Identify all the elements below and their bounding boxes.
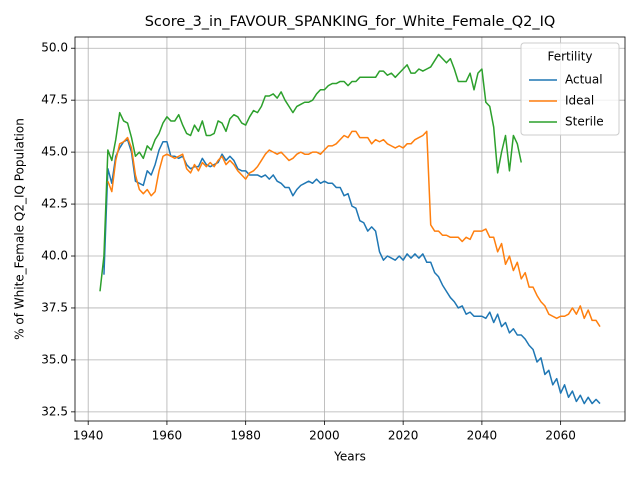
y-tick-label: 50.0 — [41, 41, 68, 55]
x-tick-label: 1960 — [152, 429, 183, 443]
y-axis-label: % of White_Female Q2_IQ Population — [13, 118, 27, 340]
y-tick-label: 32.5 — [41, 404, 68, 418]
series-line — [107, 130, 601, 328]
y-tick-label: 47.5 — [41, 93, 68, 107]
y-tick-label: 40.0 — [41, 249, 68, 263]
y-tick-label: 42.5 — [41, 197, 68, 211]
x-tick-label: 2040 — [467, 429, 498, 443]
x-tick-label: 2060 — [545, 429, 576, 443]
y-tick-label: 45.0 — [41, 145, 68, 159]
x-axis-label: Years — [333, 450, 366, 464]
x-tick-label: 1980 — [230, 429, 261, 443]
chart-title: Score_3_in_FAVOUR_SPANKING_for_White_Fem… — [145, 14, 556, 30]
y-tick-label: 37.5 — [41, 300, 68, 314]
series-line — [99, 53, 522, 292]
y-tick-label: 35.0 — [41, 352, 68, 366]
plot-frame — [74, 36, 626, 422]
x-tick-label: 2020 — [388, 429, 419, 443]
series-line — [103, 138, 601, 405]
x-tick-label: 1940 — [73, 429, 104, 443]
x-tick-label: 2000 — [309, 429, 340, 443]
legend-box — [520, 42, 620, 136]
legend-label: Ideal — [565, 94, 594, 108]
legend-title: Fertility — [547, 50, 592, 64]
legend-label: Sterile — [565, 115, 604, 129]
legend-label: Actual — [565, 73, 603, 87]
